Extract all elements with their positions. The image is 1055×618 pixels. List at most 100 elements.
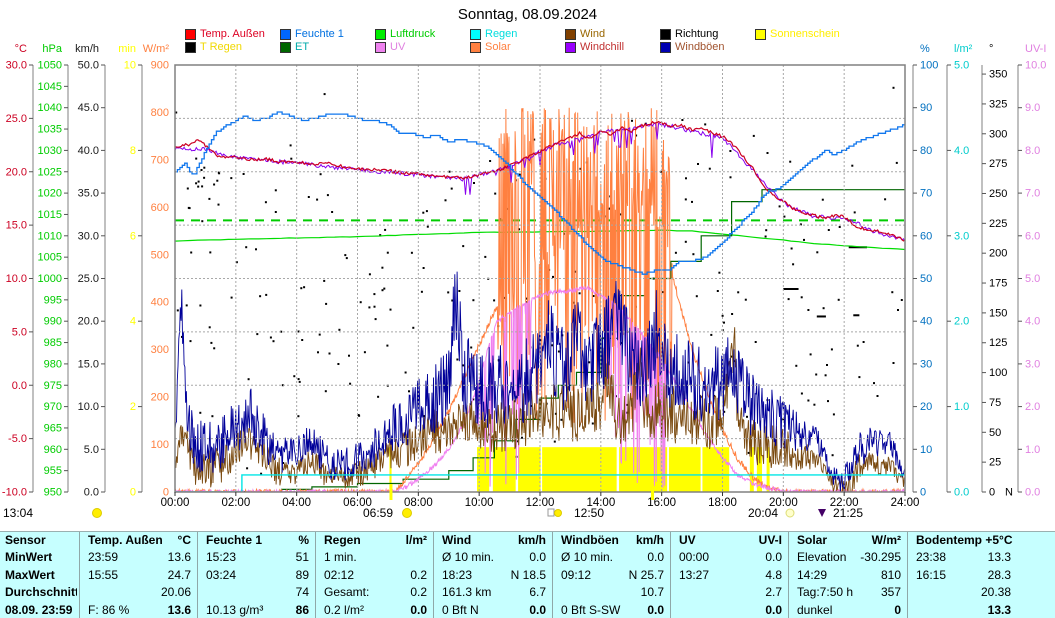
x-axis-label: 20:00	[769, 497, 798, 509]
svg-text:1005: 1005	[38, 252, 62, 264]
column-unit: l/m²	[405, 533, 427, 547]
table-row: 00:00 0.0	[673, 549, 786, 566]
table-row: Temp. Außen °C	[82, 532, 195, 549]
cell-info: 0 Bft S-SW	[561, 602, 621, 617]
cell-value: 28.3	[987, 567, 1011, 582]
cell-value: 0.2	[410, 567, 427, 582]
table-row: 0.2 l/m² 0.0	[318, 602, 431, 618]
cell-info	[673, 584, 679, 601]
cell-info: 161.3 km	[442, 585, 492, 600]
legend-swatch-icon	[565, 42, 576, 53]
x-axis-label: 18:00	[708, 497, 737, 509]
legend-label: Wind	[580, 28, 606, 40]
table-row: Gesamt: 0.2	[318, 584, 431, 601]
legend-swatch-icon	[660, 42, 671, 53]
x-axis-label: 06:00	[343, 497, 372, 509]
table-row: 15:55 24.7	[82, 567, 195, 584]
cell-info: 15:55	[88, 567, 119, 582]
legend-item-et: ET	[280, 41, 375, 54]
svg-text:°: °	[989, 43, 993, 55]
svg-text:hPa: hPa	[42, 43, 62, 55]
svg-text:900: 900	[151, 60, 169, 72]
cell-info: F: 86 %	[88, 602, 130, 617]
svg-text:300: 300	[989, 128, 1007, 140]
axis-min: min 10 8 6 4 2 0	[118, 43, 143, 499]
table-row: 02:12 0.2	[318, 567, 431, 584]
svg-text:15.0: 15.0	[78, 358, 99, 370]
svg-text:8: 8	[130, 145, 136, 157]
svg-text:0.0: 0.0	[1025, 487, 1040, 499]
cell-info: 0 Bft N	[442, 602, 479, 617]
cell-info: 18:23	[442, 567, 473, 582]
time-marker-label: 20:04	[748, 506, 778, 520]
table-row: 13:27 4.8	[673, 567, 786, 584]
table-row: Ø 10 min. 0.0	[436, 549, 550, 566]
legend-label: Sonnenschein	[770, 28, 840, 40]
cell-info	[673, 602, 679, 618]
x-axis-label: 08:00	[404, 497, 433, 509]
axis-hPa: hPa 1050 1045 1040 1035 1030 1025 1020 1015 1010 1…	[38, 43, 69, 499]
cell-info: 10.13 g/m³	[206, 602, 264, 617]
axis-C: °C 30.0 25.0 20.0 15.0 10.0 5.0 0.0 -5.0 -10.0	[2, 43, 34, 499]
table-row: Durchschnitt	[5, 585, 77, 600]
chart-legend: Temp. Außen Feuchte 1 Luftdruck Regen Wind Ri…	[185, 28, 850, 54]
cell-info: 03:24	[206, 567, 237, 582]
svg-text:35.0: 35.0	[78, 188, 99, 200]
x-axis-label: 10:00	[465, 497, 494, 509]
svg-text:1045: 1045	[38, 81, 62, 93]
svg-text:2: 2	[130, 401, 136, 413]
axis-kmh: km/h 50.0 45.0 40.0 35.0 30.0 25.0 20.0 15.0 10.0…	[75, 43, 106, 499]
legend-label: Solar	[485, 41, 511, 53]
column-header: Wind	[442, 533, 472, 547]
svg-text:5.0: 5.0	[84, 444, 99, 456]
table-row: 16:15 28.3	[910, 567, 1053, 584]
cell-info: 16:15	[916, 567, 947, 582]
sun-icon	[554, 509, 562, 517]
cell-value	[427, 549, 431, 566]
table-row: Sensor	[5, 533, 46, 547]
cell-value: 0.2	[410, 585, 427, 600]
table-row: 18:23 N 18.5	[436, 567, 550, 584]
table-row: Wind km/h	[436, 532, 550, 549]
sunshine-block	[702, 447, 730, 492]
svg-text:0.0: 0.0	[84, 487, 99, 499]
svg-text:0: 0	[989, 487, 995, 499]
axis-UVI: UV-I 10.0 9.0 8.0 7.0 6.0 5.0 4.0 3.0 2.0 1.0 0.0	[1017, 43, 1046, 499]
svg-text:100: 100	[989, 367, 1007, 379]
table-row: F: 86 % 13.6	[82, 602, 195, 618]
svg-text:1025: 1025	[38, 166, 62, 178]
sunshine-block	[749, 447, 754, 492]
cell-info: 1 min.	[324, 550, 357, 565]
sunset-icon	[785, 508, 795, 518]
table-row: 10.13 g/m³ 86	[200, 602, 313, 618]
stats-table: Sensor MinWert MaxWert Durchschnitt 08.09. 2…	[0, 531, 1055, 618]
legend-item-solar: Solar	[470, 41, 565, 54]
table-row: 23:38 13.3	[910, 549, 1053, 566]
table-column-wind: Wind km/h Ø 10 min. 0.0 18:23 N 18.5 161.3 km 6…	[433, 532, 552, 618]
legend-swatch-icon	[280, 29, 291, 40]
svg-text:300: 300	[151, 344, 169, 356]
table-row: 0.0	[673, 602, 786, 618]
column-header: Feuchte 1	[206, 533, 263, 547]
x-axis-label: 14:00	[586, 497, 615, 509]
table-row: Windböen km/h	[555, 532, 668, 549]
svg-text:50.0: 50.0	[78, 60, 99, 72]
svg-text:970: 970	[44, 401, 62, 413]
svg-text:325: 325	[989, 98, 1007, 110]
sunshine-block	[619, 447, 668, 492]
svg-text:80: 80	[920, 145, 932, 157]
table-row: Regen l/m²	[318, 532, 431, 549]
cell-info	[910, 584, 916, 601]
table-row: MinWert	[5, 550, 53, 565]
svg-text:%: %	[920, 43, 930, 55]
svg-text:30.0: 30.0	[78, 230, 99, 242]
svg-text:500: 500	[151, 249, 169, 261]
cell-value: N 18.5	[510, 567, 546, 582]
table-row: Elevation -30.295	[791, 549, 905, 566]
table-row: 15:23 51	[200, 549, 313, 566]
cell-value: 20.38	[980, 585, 1011, 600]
cell-value: 89	[295, 567, 309, 582]
svg-text:3.0: 3.0	[954, 230, 969, 242]
svg-text:400: 400	[151, 297, 169, 309]
